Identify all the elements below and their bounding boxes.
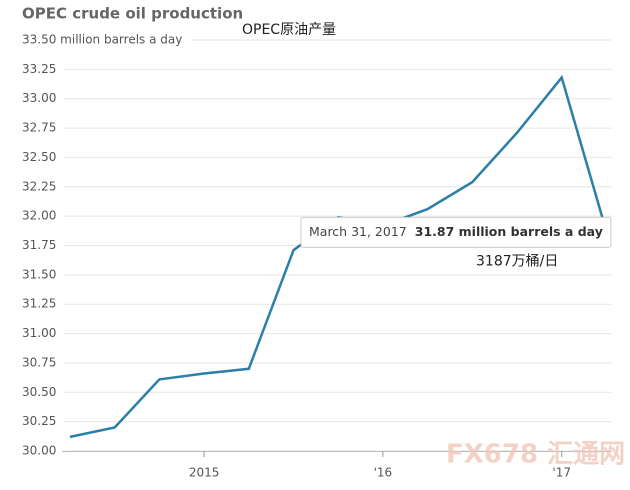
x-tick-label: '17 bbox=[552, 466, 571, 480]
y-tick-label: 32.50 bbox=[22, 150, 56, 164]
annotation: 3187万桶/日 bbox=[476, 253, 558, 269]
y-tick-label: 31.50 bbox=[22, 267, 56, 281]
y-tick-label: 32.25 bbox=[22, 179, 56, 193]
y-tick-label: 30.00 bbox=[22, 444, 56, 458]
tooltip-date: March 31, 2017 bbox=[309, 224, 407, 239]
y-tick-label: 33.50 million barrels a day bbox=[22, 33, 182, 47]
y-tick-label: 32.00 bbox=[22, 209, 56, 223]
y-tick-label: 31.00 bbox=[22, 326, 56, 340]
y-tick-label: 33.25 bbox=[22, 62, 56, 76]
y-tick-label: 33.00 bbox=[22, 91, 56, 105]
y-tick-label: 30.50 bbox=[22, 385, 56, 399]
y-tick-label: 30.75 bbox=[22, 355, 56, 369]
y-tick-label: 32.75 bbox=[22, 121, 56, 135]
x-tick-label: '16 bbox=[374, 466, 393, 480]
tooltip-box bbox=[300, 216, 612, 248]
data-label: 31.87 million barrels a day bbox=[415, 224, 603, 239]
chart-subtitle: OPEC原油产量 bbox=[242, 22, 336, 38]
watermark: FX678 汇通网 bbox=[446, 440, 625, 470]
y-tick-label: 31.25 bbox=[22, 297, 56, 311]
y-tick-label: 31.75 bbox=[22, 238, 56, 252]
x-tick-label: 2015 bbox=[189, 466, 220, 480]
y-tick-label: 30.25 bbox=[22, 414, 56, 428]
chart-title: OPEC crude oil production bbox=[22, 5, 243, 23]
